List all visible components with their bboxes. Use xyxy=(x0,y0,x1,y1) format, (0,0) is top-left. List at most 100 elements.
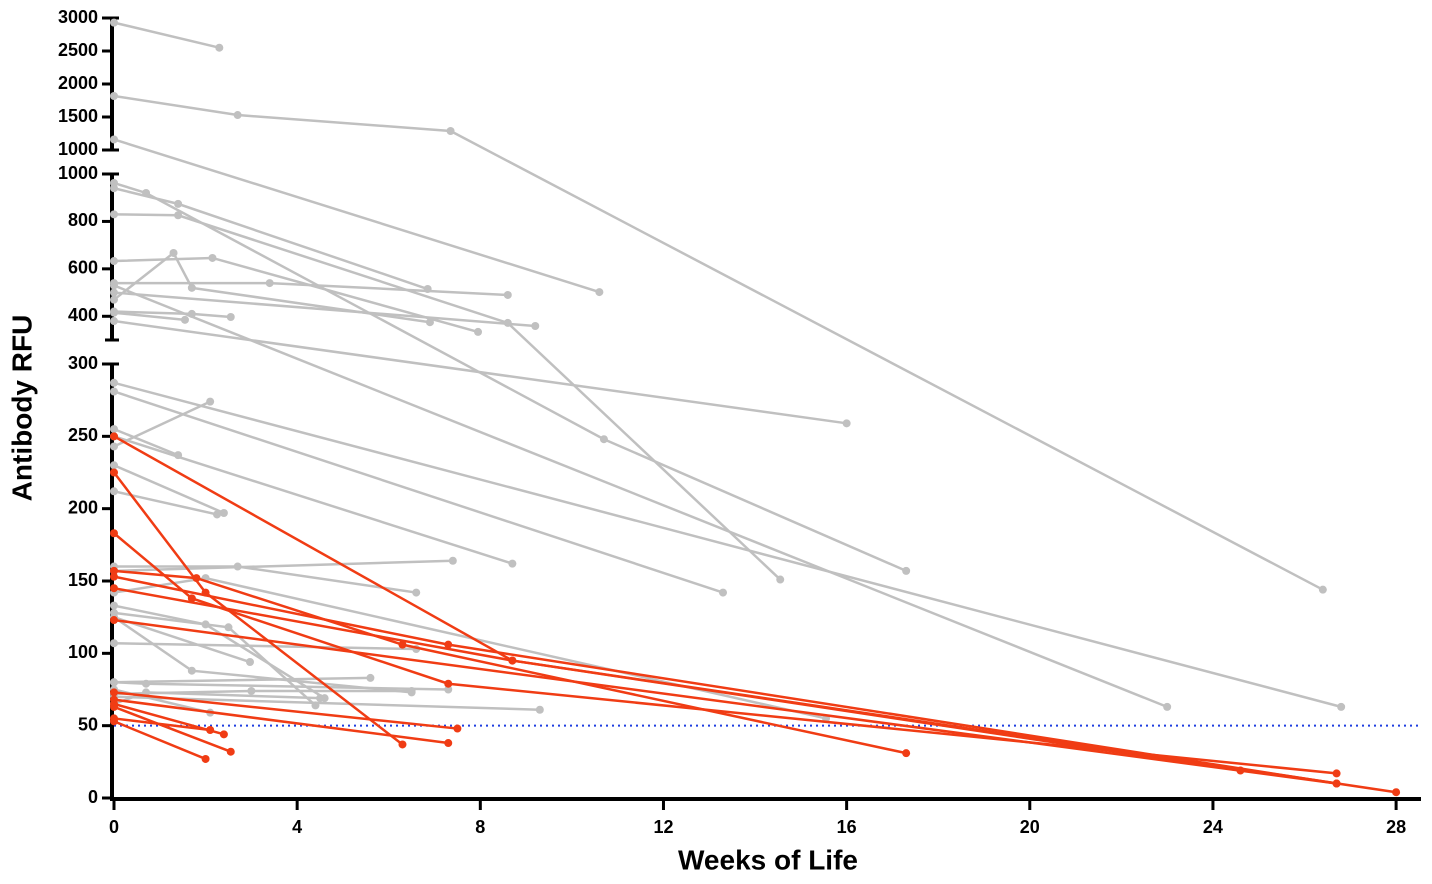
data-point xyxy=(398,640,407,649)
data-point xyxy=(1332,769,1341,778)
y-tick-label: 100 xyxy=(68,642,98,662)
data-point xyxy=(407,686,416,695)
x-tick-label: 20 xyxy=(1020,817,1040,837)
data-point xyxy=(201,754,210,763)
subject-line xyxy=(113,532,1337,775)
subject-line xyxy=(113,464,225,515)
subject-line xyxy=(113,213,782,581)
data-point xyxy=(110,717,118,726)
data-point xyxy=(180,315,189,324)
data-point xyxy=(1392,788,1401,797)
subject-line xyxy=(113,435,513,565)
data-point xyxy=(110,317,118,326)
data-point xyxy=(110,468,118,477)
subject-line xyxy=(113,400,211,448)
y-tick-label: 800 xyxy=(68,210,98,230)
data-point xyxy=(1332,779,1341,788)
subject-line xyxy=(113,21,220,49)
data-point xyxy=(233,111,242,120)
y-tick-label: 0 xyxy=(88,787,98,807)
data-point xyxy=(474,327,483,336)
data-point xyxy=(110,257,118,266)
data-point xyxy=(366,673,375,682)
data-point xyxy=(110,432,118,441)
y-tick-label: 1000 xyxy=(58,163,98,183)
data-point xyxy=(110,572,118,581)
data-point xyxy=(213,510,222,519)
data-point xyxy=(187,594,196,603)
data-point xyxy=(110,184,118,193)
subject-line xyxy=(113,681,449,691)
subject-line xyxy=(113,691,458,730)
data-point xyxy=(110,461,118,470)
data-point xyxy=(599,435,608,444)
data-point xyxy=(110,442,118,451)
y-tick-label: 2000 xyxy=(58,73,98,93)
data-point xyxy=(187,666,196,675)
data-point xyxy=(206,397,215,406)
subject-line xyxy=(113,427,179,457)
subject-line xyxy=(113,698,449,745)
subject-line xyxy=(113,94,1324,591)
subject-line xyxy=(113,390,724,594)
data-point xyxy=(110,295,118,304)
data-point xyxy=(453,724,462,733)
data-point xyxy=(110,18,118,27)
data-point xyxy=(110,601,118,610)
data-point xyxy=(902,566,911,575)
y-tick-label: 3000 xyxy=(58,7,98,27)
subject-line xyxy=(113,615,251,664)
data-point xyxy=(215,43,224,52)
data-point xyxy=(245,658,254,667)
subject-line xyxy=(113,720,207,761)
data-point xyxy=(448,556,457,565)
subject-line xyxy=(113,705,232,753)
data-point xyxy=(110,378,118,387)
data-point xyxy=(219,509,228,518)
subject-line xyxy=(113,676,371,684)
data-point xyxy=(110,210,118,219)
data-point xyxy=(535,705,544,714)
data-point xyxy=(316,694,325,703)
y-axis-label: Antibody RFU xyxy=(6,315,37,502)
subject-line xyxy=(113,717,211,732)
data-point xyxy=(444,739,453,748)
y-tick-label: 400 xyxy=(68,305,98,325)
data-point xyxy=(110,529,118,538)
data-point xyxy=(503,290,512,299)
data-point xyxy=(110,135,118,144)
y-tick-label: 300 xyxy=(68,353,98,373)
data-point xyxy=(219,730,228,739)
data-point xyxy=(187,283,196,292)
data-point xyxy=(110,487,118,496)
subject-line xyxy=(113,319,847,425)
subject-line xyxy=(113,569,907,755)
data-point xyxy=(508,559,517,568)
subject-line xyxy=(113,284,1168,709)
data-point xyxy=(444,640,453,649)
subject-line xyxy=(113,381,1342,709)
subject-line xyxy=(113,311,186,322)
subject-line xyxy=(113,291,536,328)
y-tick-label: 200 xyxy=(68,497,98,517)
data-point xyxy=(719,588,727,597)
data-point xyxy=(265,279,274,288)
data-point xyxy=(398,740,407,749)
y-tick-label: 50 xyxy=(78,714,98,734)
data-point xyxy=(531,322,540,331)
y-tick-label: 600 xyxy=(68,258,98,278)
subject-line xyxy=(113,251,431,324)
y-tick-label: 1500 xyxy=(58,106,98,126)
y-tick-label: 150 xyxy=(68,570,98,590)
data-point xyxy=(169,248,178,257)
data-point xyxy=(110,678,118,687)
data-point xyxy=(206,726,215,735)
data-point xyxy=(110,308,118,317)
data-point xyxy=(842,419,851,428)
subject-line xyxy=(113,138,600,294)
data-point xyxy=(1163,702,1172,711)
data-point xyxy=(110,387,118,396)
data-point xyxy=(444,685,453,694)
x-tick-label: 16 xyxy=(837,817,857,837)
